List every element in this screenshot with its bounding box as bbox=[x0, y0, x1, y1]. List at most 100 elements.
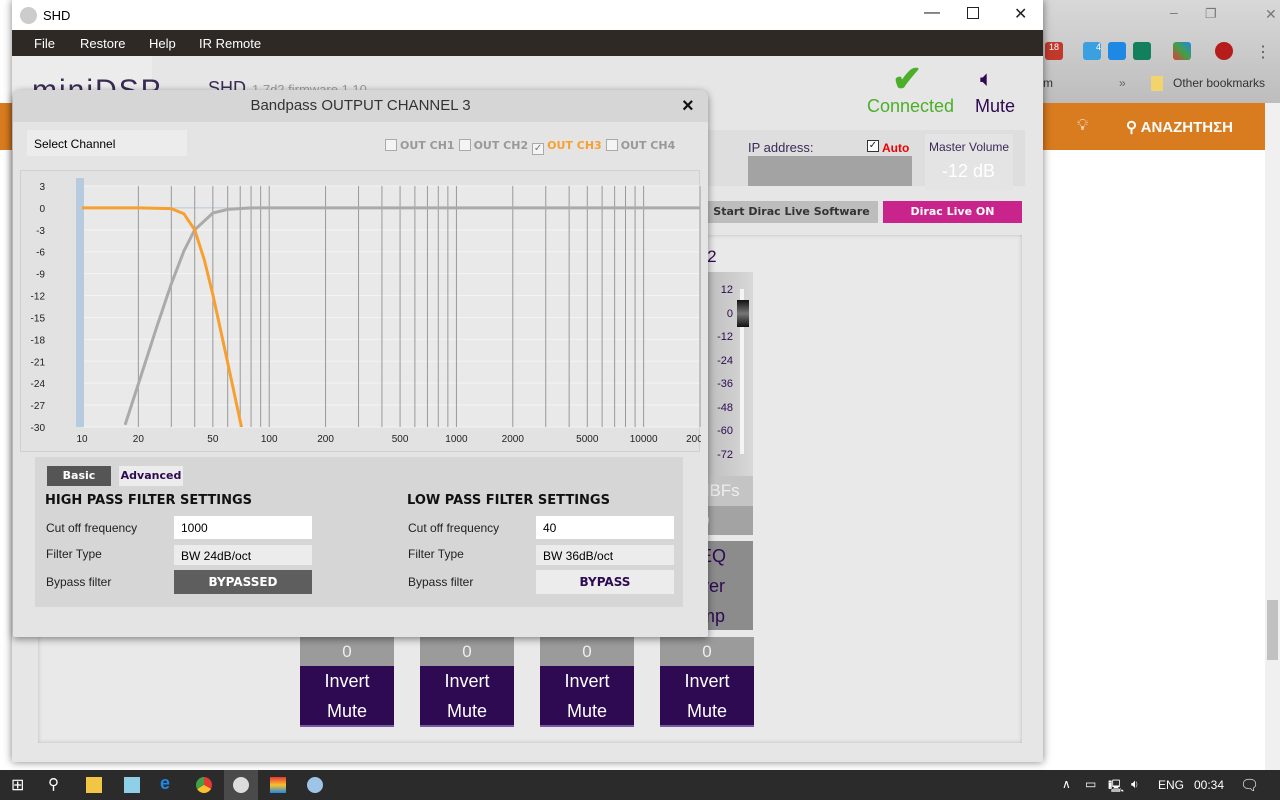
power-icon[interactable]: ▭ bbox=[1085, 777, 1097, 791]
y-tick-label: -9 bbox=[36, 270, 45, 281]
edge-icon[interactable]: e bbox=[160, 773, 171, 793]
meter-slider-handle[interactable] bbox=[737, 300, 749, 327]
menu-file[interactable]: File bbox=[34, 36, 55, 51]
browser-scrollbar[interactable] bbox=[1265, 103, 1280, 770]
tab-basic[interactable]: Basic bbox=[47, 466, 111, 486]
channel-buttons: Invert Mute bbox=[660, 666, 754, 727]
clock[interactable]: 00:34 bbox=[1194, 778, 1225, 792]
meter-tick: -12 bbox=[717, 331, 733, 343]
channel-option-2[interactable]: OUT CH2 bbox=[455, 136, 528, 153]
mute-channel-button[interactable]: Mute bbox=[446, 701, 488, 721]
invert-button[interactable]: Invert bbox=[684, 671, 730, 691]
s-extension-icon[interactable] bbox=[1108, 42, 1126, 60]
start-icon[interactable]: ⊞ bbox=[11, 777, 25, 794]
minimize-icon[interactable]: — bbox=[924, 4, 940, 21]
notifications-icon[interactable]: 🗨︎ bbox=[1240, 777, 1260, 794]
paint-icon[interactable] bbox=[307, 777, 323, 793]
language-indicator[interactable]: ENG bbox=[1158, 778, 1185, 792]
lp-cutoff-label: Cut off frequency bbox=[408, 521, 500, 535]
channel-checkbox[interactable] bbox=[605, 139, 618, 151]
channel-option-3[interactable]: ✓ OUT CH3 bbox=[528, 136, 602, 155]
mute-channel-button[interactable]: Mute bbox=[686, 701, 728, 721]
series-line-2 bbox=[82, 206, 244, 427]
dialog-close-icon[interactable]: × bbox=[682, 95, 694, 117]
meter-tick: 0 bbox=[726, 307, 733, 320]
master-volume-value[interactable]: -12 dB bbox=[942, 161, 996, 181]
mute-button[interactable]: Mute bbox=[975, 96, 1016, 116]
notepad-icon[interactable] bbox=[124, 777, 140, 793]
menu-ir-remote[interactable]: IR Remote bbox=[199, 36, 262, 51]
hp-cutoff-input[interactable]: 1000 bbox=[174, 516, 312, 539]
x-tick-label: 100 bbox=[261, 434, 278, 445]
mute-channel-button[interactable]: Mute bbox=[326, 701, 368, 721]
close-icon[interactable]: ✕ bbox=[1014, 6, 1028, 23]
search-icon[interactable]: ⚲ bbox=[48, 776, 59, 793]
lp-bypass-button[interactable]: BYPASS bbox=[536, 570, 674, 594]
invert-button[interactable]: Invert bbox=[564, 671, 610, 691]
hp-type-select[interactable]: BW 24dB/oct bbox=[174, 545, 312, 565]
mute-speaker-icon[interactable]: 🔈︎ bbox=[980, 66, 994, 91]
s2-extension-icon[interactable] bbox=[1133, 42, 1151, 60]
extension-icon[interactable]: 4 bbox=[1083, 42, 1101, 60]
network-icon[interactable]: 🖳︎ bbox=[1108, 779, 1125, 793]
scrollbar-thumb[interactable] bbox=[1267, 600, 1278, 660]
y-tick-label: -27 bbox=[31, 401, 46, 412]
volume-icon[interactable]: 🔉︎ bbox=[1131, 777, 1139, 791]
y-tick-label: -30 bbox=[31, 423, 46, 434]
start-dirac-button[interactable]: Start Dirac Live Software bbox=[705, 201, 878, 223]
chrome-icon[interactable] bbox=[196, 777, 212, 793]
y-axis-band bbox=[76, 178, 84, 427]
menu-icon[interactable]: ⋮ bbox=[1255, 44, 1271, 61]
channel-gain[interactable]: 0 bbox=[300, 637, 394, 666]
adblock-icon[interactable]: 18 bbox=[1045, 42, 1063, 60]
high-pass-heading: HIGH PASS FILTER SETTINGS bbox=[45, 493, 253, 508]
profile-avatar[interactable] bbox=[1215, 42, 1233, 60]
dirac-live-on-button[interactable]: Dirac Live ON bbox=[883, 201, 1022, 223]
channel-gain[interactable]: 0 bbox=[420, 637, 514, 666]
channel-gain[interactable]: 0 bbox=[540, 637, 634, 666]
meter-tick: -60 bbox=[717, 425, 733, 437]
hp-bypass-button[interactable]: BYPASSED bbox=[174, 570, 312, 594]
colorful-extension-icon[interactable] bbox=[1173, 42, 1191, 60]
tray-chevron-icon[interactable]: ∧ bbox=[1062, 777, 1071, 791]
x-tick-label: 10 bbox=[76, 434, 88, 445]
bookmarks-overflow[interactable]: » bbox=[1119, 76, 1126, 90]
ip-label: IP address: bbox=[748, 140, 814, 155]
file-explorer-icon[interactable] bbox=[86, 777, 102, 793]
select-channel-dropdown[interactable]: Select Channel bbox=[27, 130, 187, 156]
browser-minimize-icon[interactable]: – bbox=[1170, 4, 1178, 20]
lp-type-select[interactable]: BW 36dB/oct bbox=[536, 545, 674, 565]
meter-tick: -36 bbox=[717, 378, 733, 390]
browser-close-icon[interactable]: ✕ bbox=[1265, 6, 1277, 22]
invert-button[interactable]: Invert bbox=[444, 671, 490, 691]
channel-checkbox[interactable] bbox=[458, 139, 471, 151]
app-icon-2[interactable] bbox=[270, 777, 286, 793]
lightbulb-icon[interactable]: 💡︎ bbox=[1077, 117, 1089, 134]
tab-advanced[interactable]: Advanced bbox=[119, 466, 183, 486]
channel-checkbox[interactable]: ✓ bbox=[532, 143, 545, 155]
channel-option-1[interactable]: OUT CH1 bbox=[381, 136, 455, 153]
channel-buttons: Invert Mute bbox=[300, 666, 394, 727]
mute-channel-button[interactable]: Mute bbox=[566, 701, 608, 721]
ip-address-field[interactable] bbox=[748, 156, 912, 186]
maximize-icon[interactable] bbox=[967, 7, 979, 19]
browser-restore-icon[interactable]: ❐ bbox=[1205, 6, 1217, 21]
invert-button[interactable]: Invert bbox=[324, 671, 370, 691]
auto-checkbox[interactable]: ✓ bbox=[867, 140, 879, 152]
menu-restore[interactable]: Restore bbox=[80, 36, 126, 51]
lp-type-label: Filter Type bbox=[408, 547, 464, 561]
other-bookmarks[interactable]: Other bookmarks bbox=[1173, 76, 1266, 90]
menu-help[interactable]: Help bbox=[149, 36, 176, 51]
channel-checkboxes: OUT CH1 OUT CH2 ✓ OUT CH3 OUT CH4 bbox=[381, 136, 675, 155]
channel-option-4[interactable]: OUT CH4 bbox=[602, 136, 675, 153]
channel-buttons: Invert Mute bbox=[420, 666, 514, 727]
minidsp-app-icon[interactable] bbox=[233, 777, 249, 793]
lp-cutoff-input[interactable]: 40 bbox=[536, 516, 674, 539]
level-meter: 12 0 -12 -24 -36 -48 -60 -72 bbox=[700, 272, 753, 476]
bookmark-partial[interactable]: m bbox=[1043, 76, 1053, 90]
plot-area bbox=[82, 186, 700, 427]
checkmark-icon: ✔ bbox=[892, 58, 923, 99]
channel-checkbox[interactable] bbox=[385, 139, 397, 151]
search-link[interactable]: ⚲ ΑΝΑΖΗΤΗΣΗ bbox=[1126, 119, 1233, 136]
channel-gain[interactable]: 0 bbox=[660, 637, 754, 666]
